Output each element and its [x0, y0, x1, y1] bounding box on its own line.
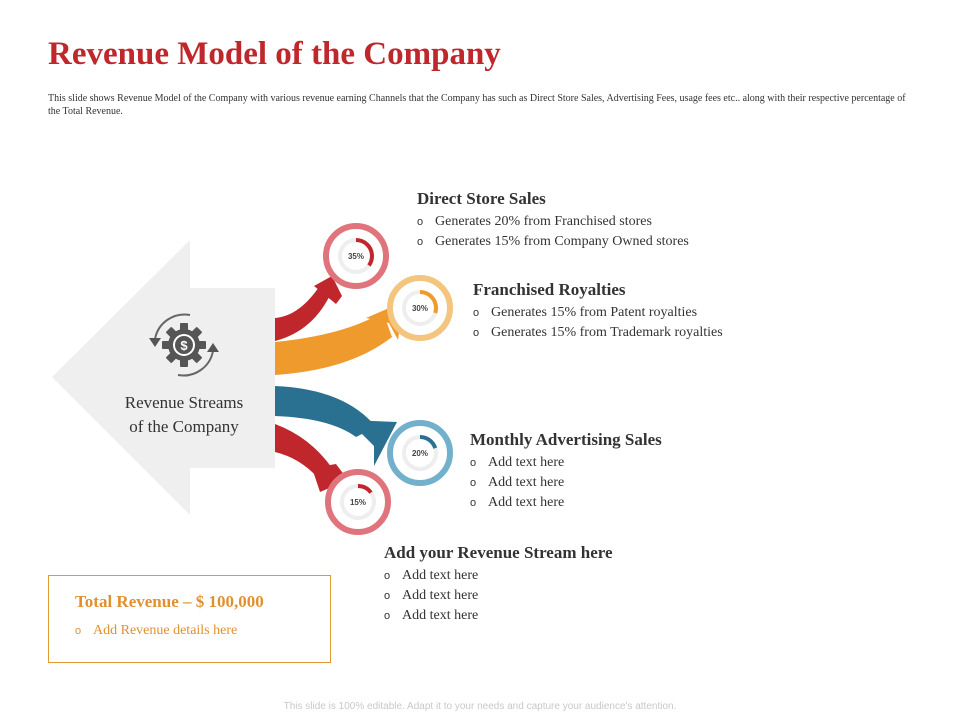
bullet-text: Generates 20% from Franchised stores [435, 214, 652, 229]
ring-progress-arc [402, 290, 438, 326]
bullet-marker: o [417, 216, 424, 228]
bullet-marker: o [470, 497, 477, 509]
ring-progress-arc [402, 435, 438, 471]
list-item: o Generates 15% from Trademark royalties [473, 323, 723, 343]
bullet-marker: o [384, 570, 391, 582]
bullet-text: Add text here [488, 475, 565, 490]
stream-direct-store-sales: Direct Store Sales o Generates 20% from F… [417, 189, 689, 252]
ribbon-add-stream-head [312, 464, 348, 492]
total-revenue-detail-text: Add Revenue details here [93, 623, 238, 638]
hub-label-line2: of the Company [129, 417, 239, 436]
ring-percent-label: 35% [348, 252, 364, 261]
bullet-marker: o [384, 590, 391, 602]
ring-progress-arc [338, 238, 374, 274]
list-item: o Generates 20% from Franchised stores [417, 212, 689, 232]
ribbon-direct-store-sales [275, 284, 332, 341]
ring-outer [387, 420, 453, 486]
footer-note: This slide is 100% editable. Adapt it to… [283, 701, 677, 712]
bullet-text: Add text here [402, 568, 479, 583]
stream-title: Add your Revenue Stream here [384, 543, 613, 562]
list-item: o Add text here [470, 473, 662, 493]
total-revenue-detail: o Add Revenue details here [75, 623, 237, 639]
list-item: o Add text here [384, 586, 613, 606]
stream-franchised-royalties: Franchised Royalties o Generates 15% from… [473, 280, 723, 343]
stream-monthly-advertising-sales: Monthly Advertising Sales o Add text here… [470, 430, 662, 513]
total-revenue-box: Total Revenue – $ 100,000 o Add Revenue d… [48, 575, 331, 663]
percent-ring-direct-store-sales: 35% [323, 223, 389, 289]
stream-title: Direct Store Sales [417, 189, 546, 208]
bullet-marker: o [384, 610, 391, 622]
bullet-marker: o [75, 625, 82, 637]
ribbon-monthly-advertising [275, 386, 376, 437]
percent-ring-monthly-advertising: 20% [387, 420, 453, 486]
bullet-text: Add text here [488, 455, 565, 470]
slide-subtitle: This slide shows Revenue Model of the Co… [48, 93, 906, 117]
bullet-text: Add text here [402, 588, 479, 603]
dollar-gear-cycle-icon: $ [149, 313, 219, 377]
ribbon-franchised-royalties [275, 312, 392, 375]
list-item: o Generates 15% from Patent royalties [473, 303, 723, 323]
ring-percent-label: 30% [412, 304, 428, 313]
percent-ring-franchised-royalties: 30% [387, 275, 453, 341]
ring-progress-arc [340, 484, 376, 520]
list-item: o Generates 15% from Company Owned stores [417, 232, 689, 252]
bullet-text: Add text here [402, 608, 479, 623]
stream-add-revenue-stream: Add your Revenue Stream here o Add text h… [384, 543, 613, 626]
ribbon-direct-store-sales-head [314, 276, 342, 304]
ring-outer [323, 223, 389, 289]
slide-title: Revenue Model of the Company [48, 36, 501, 72]
ribbon-add-stream [275, 424, 332, 478]
list-item: o Add text here [470, 453, 662, 473]
ring-percent-label: 20% [412, 449, 428, 458]
list-item: o Add text here [384, 566, 613, 586]
svg-text:$: $ [180, 338, 188, 353]
ring-outer [325, 469, 391, 535]
ring-outer [387, 275, 453, 341]
list-item: o Add text here [384, 606, 613, 626]
bullet-marker: o [470, 477, 477, 489]
hub-label: Revenue Streams of the Company [100, 391, 268, 439]
list-item: o Add text here [470, 493, 662, 513]
bullet-marker: o [417, 236, 424, 248]
bullet-marker: o [473, 327, 480, 339]
hub-arrow-shape [52, 240, 275, 515]
total-revenue-title: Total Revenue – $ 100,000 [75, 592, 264, 611]
bullet-marker: o [470, 457, 477, 469]
ring-percent-label: 15% [350, 498, 366, 507]
bullet-text: Generates 15% from Company Owned stores [435, 234, 689, 249]
bullet-text: Add text here [488, 495, 565, 510]
stream-title: Monthly Advertising Sales [470, 430, 662, 449]
bullet-text: Generates 15% from Trademark royalties [491, 325, 723, 340]
ribbon-monthly-advertising-head [348, 420, 397, 466]
bullet-marker: o [473, 307, 480, 319]
percent-ring-add-stream: 15% [325, 469, 391, 535]
stream-title: Franchised Royalties [473, 280, 626, 299]
bullet-text: Generates 15% from Patent royalties [491, 305, 698, 320]
hub-label-line1: Revenue Streams [124, 393, 244, 412]
